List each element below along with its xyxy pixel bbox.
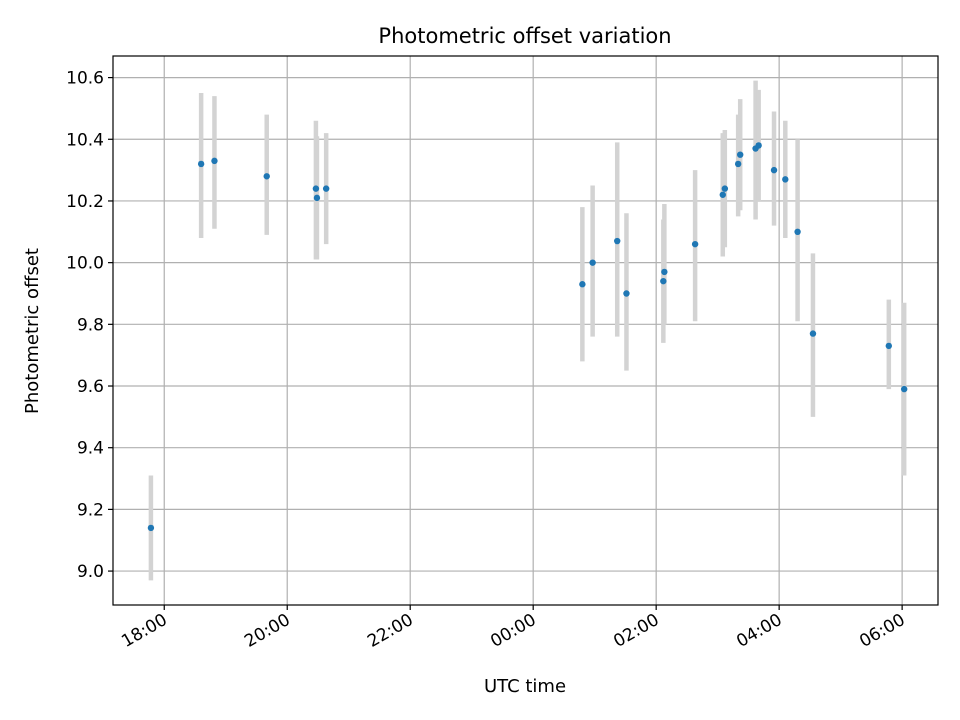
data-point xyxy=(197,160,205,168)
y-tick-label: 9.8 xyxy=(77,315,104,335)
data-point xyxy=(755,142,762,149)
y-tick-label: 10.4 xyxy=(66,130,104,150)
data-point xyxy=(900,385,908,393)
y-tick-label: 9.6 xyxy=(77,377,104,397)
data-point xyxy=(794,228,801,236)
data-point xyxy=(691,240,699,248)
data-point xyxy=(885,342,893,350)
marker-layer xyxy=(147,142,908,532)
y-tick-label: 9.4 xyxy=(77,439,104,459)
data-point xyxy=(661,268,668,276)
y-tick-label: 10.6 xyxy=(66,69,104,89)
data-point xyxy=(809,330,817,337)
chart-title: Photometric offset variation xyxy=(378,24,671,48)
y-tick-label: 10.0 xyxy=(66,254,104,274)
data-point xyxy=(734,160,742,168)
x-axis-title: UTC time xyxy=(484,676,566,697)
data-point xyxy=(313,194,321,202)
data-point xyxy=(782,176,789,183)
data-point xyxy=(623,290,630,297)
data-point xyxy=(579,281,586,288)
data-point xyxy=(263,173,270,180)
data-point xyxy=(721,185,729,192)
y-tick-label: 9.2 xyxy=(77,500,104,520)
data-point xyxy=(770,166,778,174)
data-point xyxy=(589,259,596,266)
data-point xyxy=(737,151,744,158)
data-point xyxy=(312,185,320,192)
y-tick-label: 9.0 xyxy=(77,562,104,582)
data-point xyxy=(211,157,218,165)
y-axis-title: Photometric offset xyxy=(22,248,43,414)
y-tick-label: 10.2 xyxy=(66,192,104,212)
data-point xyxy=(614,237,621,245)
data-point xyxy=(147,524,155,532)
plot-frame xyxy=(112,55,939,606)
y-axis: 9.0 9.2 9.4 9.6 9.8 10.0 10.2 10.4 10.6 xyxy=(66,69,113,582)
plot-area xyxy=(113,56,938,605)
data-point xyxy=(719,191,726,198)
data-point xyxy=(660,277,667,285)
data-point xyxy=(322,185,330,192)
